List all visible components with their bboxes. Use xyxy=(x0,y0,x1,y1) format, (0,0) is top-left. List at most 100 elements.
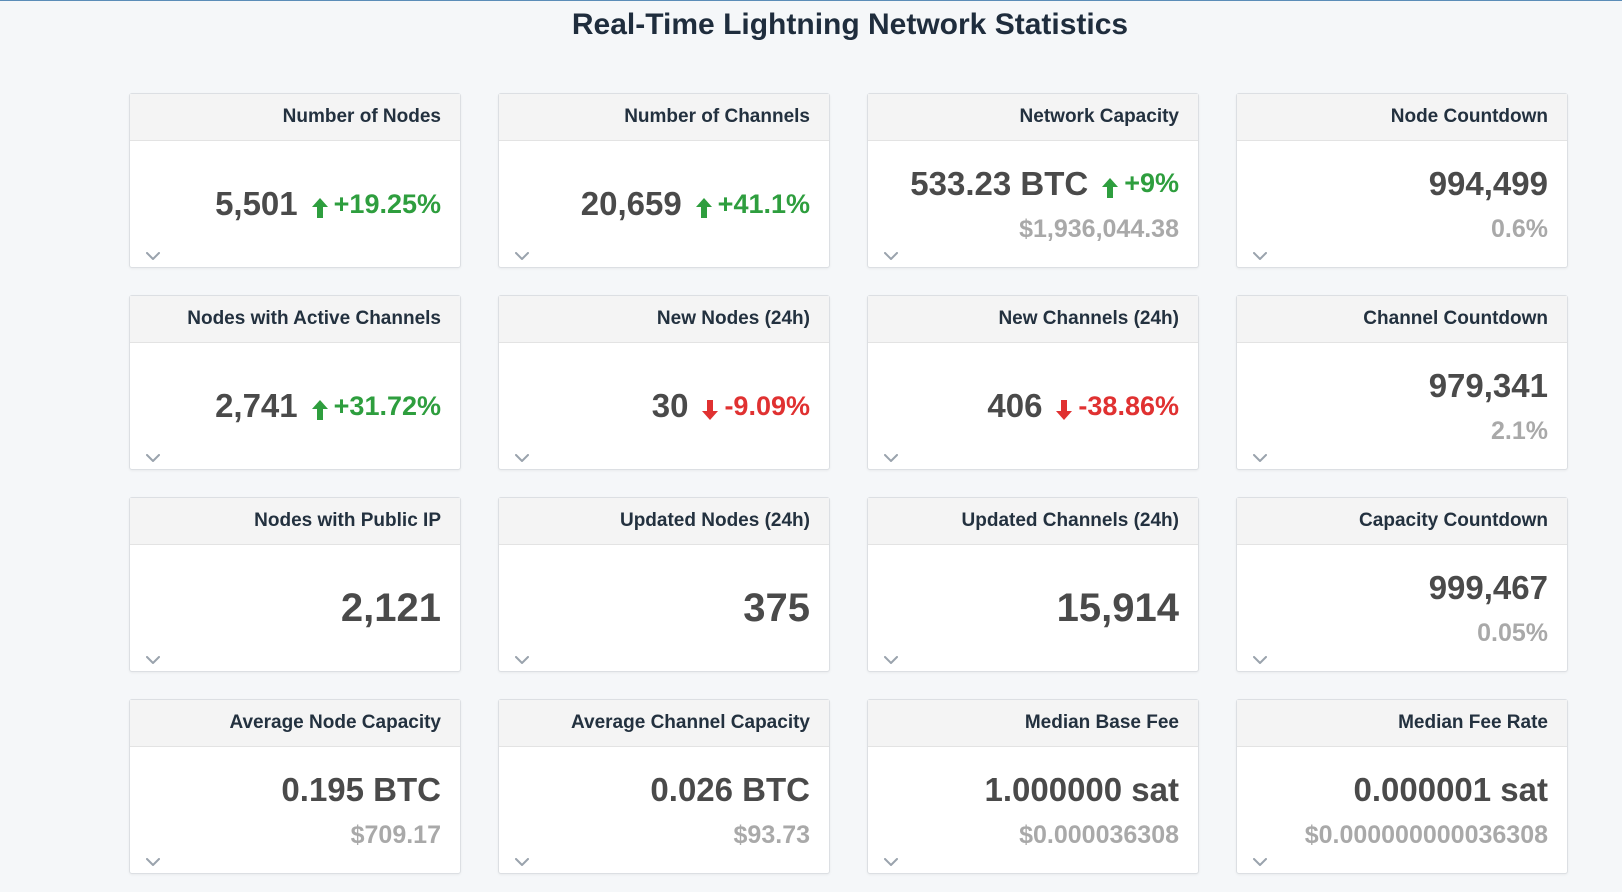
stat-value: 406 xyxy=(987,387,1043,424)
stat-main-row: 994,499 xyxy=(1429,165,1548,203)
stat-value: 0.000001 sat xyxy=(1353,770,1548,808)
stat-subvalue: $0.000000000036308 xyxy=(1304,820,1548,849)
chevron-down-icon[interactable] xyxy=(146,854,160,866)
stat-card-body: 30 -9.09% xyxy=(499,343,810,469)
stat-card: Median Fee Rate 0.000001 sat $0.0000000000… xyxy=(1236,699,1568,874)
stat-card-title: Average Node Capacity xyxy=(130,700,460,747)
chevron-down-icon[interactable] xyxy=(515,248,529,260)
stat-value: 999,467 xyxy=(1428,568,1548,606)
chevron-down-icon[interactable] xyxy=(1253,450,1267,462)
stats-grid: Number of Nodes 5,501 +19.25% Number of Cha… xyxy=(129,93,1568,874)
stat-main-row: 406 -38.86% xyxy=(987,387,1179,425)
stat-card-body: 2,121 xyxy=(130,545,441,671)
stat-card-title: Updated Channels (24h) xyxy=(868,498,1198,545)
stat-card-title: Average Channel Capacity xyxy=(499,700,829,747)
stat-main-row: 0.026 BTC xyxy=(650,771,810,809)
page-title: Real-Time Lightning Network Statistics xyxy=(571,8,1129,41)
chevron-down-icon[interactable] xyxy=(146,450,160,462)
stat-card-body: 0.195 BTC $709.17 xyxy=(130,747,441,873)
stat-change-value: -9.09% xyxy=(724,390,810,421)
stat-value: 30 xyxy=(651,387,689,424)
top-border xyxy=(0,0,1622,1)
stat-card: Number of Nodes 5,501 +19.25% xyxy=(129,93,461,268)
stat-card-title: Nodes with Public IP xyxy=(130,498,460,545)
chevron-down-icon[interactable] xyxy=(146,248,160,260)
arrow-up-icon xyxy=(311,194,328,218)
stat-card-title: New Nodes (24h) xyxy=(499,296,829,343)
stat-card: New Channels (24h) 406 -38.86% xyxy=(867,295,1199,470)
stat-card-title: Node Countdown xyxy=(1237,94,1567,141)
stat-subvalue: $1,936,044.38 xyxy=(1019,214,1179,243)
stat-change: +41.1% xyxy=(695,188,810,220)
chevron-down-icon[interactable] xyxy=(1253,854,1267,866)
stat-card-body: 0.000001 sat $0.000000000036308 xyxy=(1237,747,1548,873)
stat-subvalue: $709.17 xyxy=(350,820,441,849)
stat-value: 15,914 xyxy=(1056,585,1179,630)
stat-card-title: Number of Channels xyxy=(499,94,829,141)
stat-change: +19.25% xyxy=(311,189,441,220)
stat-main-row: 0.195 BTC xyxy=(281,771,441,809)
stat-change: -38.86% xyxy=(1056,391,1179,422)
chevron-down-icon[interactable] xyxy=(884,450,898,462)
stat-change-value: +9% xyxy=(1124,168,1179,198)
stat-change-value: -38.86% xyxy=(1078,390,1179,421)
stat-card-title: Network Capacity xyxy=(868,94,1198,141)
chevron-down-icon[interactable] xyxy=(515,652,529,664)
stat-card-body: 20,659 +41.1% xyxy=(499,141,810,267)
stat-card-body: 375 xyxy=(499,545,810,671)
stat-subvalue: 0.6% xyxy=(1491,214,1548,243)
chevron-down-icon[interactable] xyxy=(884,248,898,260)
stat-main-row: 2,121 xyxy=(341,586,441,631)
stat-main-row: 979,341 xyxy=(1429,367,1548,405)
stat-card: Node Countdown 994,499 0.6% xyxy=(1236,93,1568,268)
stat-subvalue: 2.1% xyxy=(1491,416,1548,445)
chevron-down-icon[interactable] xyxy=(515,450,529,462)
stat-value: 533.23 BTC xyxy=(910,164,1089,202)
stat-value: 20,659 xyxy=(580,185,682,222)
chevron-down-icon[interactable] xyxy=(1253,652,1267,664)
stat-card: Nodes with Active Channels 2,741 +31.72% xyxy=(129,295,461,470)
stat-main-row: 1.000000 sat xyxy=(984,771,1179,809)
stat-value: 979,341 xyxy=(1428,366,1548,404)
stat-card-title: Median Base Fee xyxy=(868,700,1198,747)
stat-card: Average Channel Capacity 0.026 BTC $93.73 xyxy=(498,699,830,874)
stat-main-row: 15,914 xyxy=(1057,586,1179,631)
stat-card: Number of Channels 20,659 +41.1% xyxy=(498,93,830,268)
stat-main-row: 999,467 xyxy=(1429,569,1548,607)
stat-card: Median Base Fee 1.000000 sat $0.000036308 xyxy=(867,699,1199,874)
stat-subvalue: $93.73 xyxy=(733,820,810,849)
stat-subvalue: 0.05% xyxy=(1477,618,1548,647)
arrow-down-icon xyxy=(1056,396,1073,420)
stat-card: Nodes with Public IP 2,121 xyxy=(129,497,461,672)
stat-card-title: Number of Nodes xyxy=(130,94,460,141)
stat-card-body: 1.000000 sat $0.000036308 xyxy=(868,747,1179,873)
chevron-down-icon[interactable] xyxy=(884,854,898,866)
stat-value: 5,501 xyxy=(215,185,298,222)
stat-card-title: Median Fee Rate xyxy=(1237,700,1567,747)
chevron-down-icon[interactable] xyxy=(1253,248,1267,260)
stat-card-body: 0.026 BTC $93.73 xyxy=(499,747,810,873)
stat-main-row: 5,501 +19.25% xyxy=(215,185,441,223)
stat-card: Updated Channels (24h) 15,914 xyxy=(867,497,1199,672)
chevron-down-icon[interactable] xyxy=(884,652,898,664)
stat-card-body: 406 -38.86% xyxy=(868,343,1179,469)
stat-card-title: Nodes with Active Channels xyxy=(130,296,460,343)
arrow-up-icon xyxy=(695,194,712,218)
stat-change-value: +41.1% xyxy=(717,188,810,219)
stat-card-title: New Channels (24h) xyxy=(868,296,1198,343)
chevron-down-icon[interactable] xyxy=(515,854,529,866)
stat-card-body: 533.23 BTC +9% $1,936,044.38 xyxy=(868,141,1179,267)
stat-card-body: 5,501 +19.25% xyxy=(130,141,441,267)
arrow-up-icon xyxy=(311,396,328,420)
stat-card: New Nodes (24h) 30 -9.09% xyxy=(498,295,830,470)
stat-main-row: 375 xyxy=(743,586,810,631)
stat-card-title: Updated Nodes (24h) xyxy=(499,498,829,545)
stat-change: +9% xyxy=(1102,168,1179,199)
stat-main-row: 30 -9.09% xyxy=(652,387,810,425)
stat-card-body: 2,741 +31.72% xyxy=(130,343,441,469)
chevron-down-icon[interactable] xyxy=(146,652,160,664)
stat-value: 375 xyxy=(743,585,810,630)
stat-value: 0.026 BTC xyxy=(650,770,810,808)
stat-main-row: 2,741 +31.72% xyxy=(215,387,441,425)
arrow-up-icon xyxy=(1102,174,1119,198)
